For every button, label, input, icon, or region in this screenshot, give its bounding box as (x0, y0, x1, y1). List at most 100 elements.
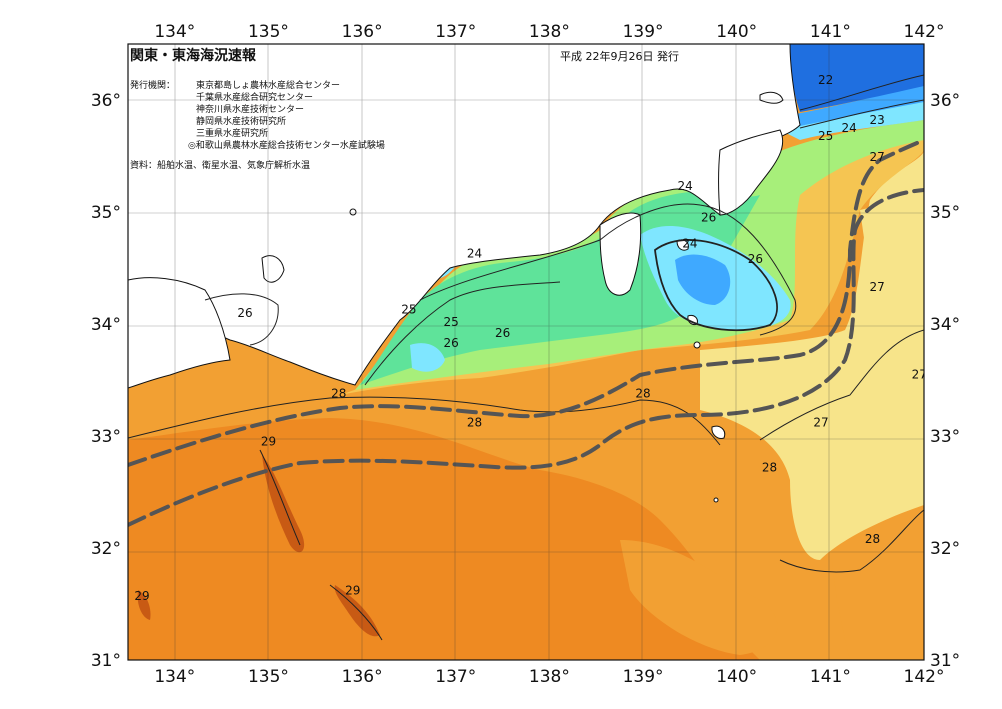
lat-tick-label: 35° (930, 203, 960, 223)
zone-23-bay (675, 254, 731, 305)
land-awaji (261, 255, 285, 283)
lat-tick-label: 33° (91, 427, 121, 447)
lon-tick-label: 138° (529, 22, 570, 42)
lat-ticks-left: 36° 35° 34° 33° 32° 31° (91, 91, 121, 671)
issuer-1: 千葉県水産総合研究センター (196, 91, 313, 103)
issuer-label: 発行機関： (130, 79, 175, 91)
issuer-4: 三重県水産研究所 (196, 127, 268, 139)
contour-label: 28 (467, 416, 482, 430)
contour-label: 26 (748, 252, 763, 266)
contour-label: 25 (443, 315, 458, 329)
graticule (128, 44, 924, 660)
lon-tick-label: 139° (623, 667, 664, 687)
isotherm-29-b (329, 584, 383, 641)
contour-label: 28 (635, 386, 650, 400)
isotherm-29 (259, 449, 301, 546)
contour-label: 28 (865, 532, 880, 546)
map-area: 22 23 24 25 27 24 26 24 26 24 27 26 25 25 26 26 28 28 27 28… (128, 44, 927, 660)
lat-tick-label: 34° (930, 315, 960, 335)
isotherm-28 (128, 396, 721, 446)
lon-tick-label: 140° (716, 22, 757, 42)
lon-tick-label: 141° (810, 667, 851, 687)
contour-label: 26 (701, 211, 716, 225)
contour-labels: 22 23 24 25 27 24 26 24 26 24 27 26 25 25 26 26 28 28 27 28… (134, 73, 927, 603)
contour-label: 23 (870, 113, 885, 127)
contour-label: 25 (818, 129, 833, 143)
zone-23-ne (790, 85, 924, 127)
issuer-0: 東京都島しょ農林水産総合センター (196, 79, 340, 91)
kuroshio-south-edge (128, 188, 924, 527)
contour-label: 27 (870, 150, 885, 164)
isotherm-w (204, 293, 279, 346)
lat-tick-label: 32° (930, 539, 960, 559)
zone-30-c (137, 590, 151, 620)
lat-tick-label: 31° (930, 651, 960, 671)
contour-label: 28 (762, 460, 777, 474)
zone-29 (128, 418, 760, 660)
report-title: 関東・東海海況速報 (130, 47, 257, 64)
land-aogashima (713, 497, 719, 503)
issuer-2: 神奈川県水産技術センター (196, 103, 304, 115)
isotherm-ne-b (799, 74, 924, 111)
land (128, 44, 801, 503)
contour-label: 25 (401, 302, 416, 316)
contour-label: 24 (682, 236, 697, 250)
lon-tick-label: 134° (154, 667, 195, 687)
isotherm-24-bay (654, 239, 778, 332)
isotherm-26 (419, 203, 797, 336)
kuroshio-north-edge (128, 138, 924, 467)
land-sado-dot (349, 208, 357, 216)
isotherm-ne (799, 99, 924, 129)
lat-tick-label: 36° (91, 91, 121, 111)
lon-ticks-bottom: 134° 135° 136° 137° 138° 139° 140° 141° 142° (154, 667, 944, 687)
isotherm-28-south (779, 509, 924, 573)
lon-tick-label: 138° (529, 667, 570, 687)
lat-tick-label: 36° (930, 91, 960, 111)
contour-label: 29 (134, 589, 149, 603)
zone-28-light-a (620, 540, 778, 655)
isotherm-27 (759, 329, 924, 441)
contour-label: 27 (912, 367, 927, 381)
contour-label: 26 (443, 336, 458, 350)
isotherm-lines (128, 74, 924, 641)
land-shikoku (128, 277, 231, 389)
zone-24-ise (410, 343, 445, 372)
data-source: 資料：船舶水温、衛星水温、気象庁解析水温 (130, 159, 310, 171)
land-hachijojima (711, 425, 726, 439)
lat-ticks-right: 36° 35° 34° 33° 32° 31° (930, 91, 960, 671)
lon-tick-label: 142° (904, 22, 945, 42)
lon-tick-label: 140° (716, 667, 757, 687)
contour-label: 26 (495, 326, 510, 340)
lon-tick-label: 134° (154, 22, 195, 42)
lat-tick-label: 32° (91, 539, 121, 559)
contour-label: 24 (467, 246, 482, 260)
contour-label: 27 (870, 280, 885, 294)
header-block: 関東・東海海況速報 平成 22年9月26日 発行 発行機関： 東京都島しょ農林水… (130, 47, 679, 171)
lon-ticks-top: 134° 135° 136° 137° 138° 139° 140° 141° 142° (154, 22, 944, 42)
lat-tick-label: 31° (91, 651, 121, 671)
lon-tick-label: 139° (623, 22, 664, 42)
lon-tick-label: 137° (435, 22, 476, 42)
contour-label: 29 (345, 584, 360, 598)
lon-tick-label: 136° (342, 667, 383, 687)
zone-24-ne (780, 100, 924, 140)
contour-label: 24 (678, 179, 693, 193)
lat-tick-label: 35° (91, 203, 121, 223)
lon-tick-label: 135° (248, 667, 289, 687)
land-kozushima (693, 341, 701, 349)
lon-tick-label: 135° (248, 22, 289, 42)
kuroshio-axis (128, 138, 924, 527)
lat-tick-label: 33° (930, 427, 960, 447)
lon-tick-label: 142° (904, 667, 945, 687)
contour-label: 26 (237, 306, 252, 320)
contour-label: 28 (331, 386, 346, 400)
contour-label: 22 (818, 73, 833, 87)
land-izu (599, 212, 642, 296)
lon-tick-label: 136° (342, 22, 383, 42)
lon-tick-label: 137° (435, 667, 476, 687)
map-frame (127, 43, 925, 661)
contour-label: 24 (841, 121, 856, 135)
contour-label: 27 (813, 416, 828, 430)
lon-tick-label: 141° (810, 22, 851, 42)
